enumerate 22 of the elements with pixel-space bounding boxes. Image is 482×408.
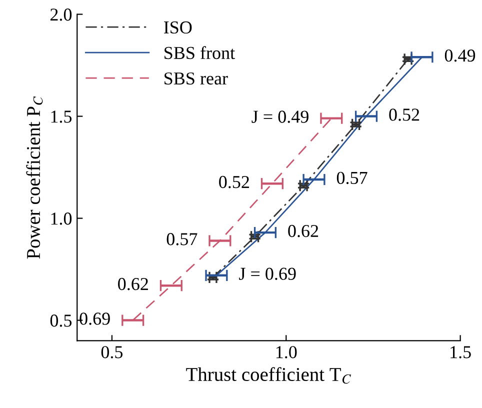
y-tick-label: 1.5	[51, 110, 72, 123]
annotation: 0.69	[80, 312, 110, 325]
annotation: 0.62	[288, 224, 318, 238]
legend-label: SBS rear	[164, 72, 228, 85]
y-axis-title: Power coefficient P$_{C}$	[26, 96, 43, 259]
legend-label: SBS front	[164, 46, 235, 60]
annotation: J = 0.49	[252, 110, 308, 123]
x-tick-label: 1.5	[450, 346, 471, 358]
annotation: 0.57	[166, 233, 198, 246]
y-tick-label: 2.0	[50, 8, 72, 21]
legend-label: ISO	[164, 21, 192, 34]
annotation: 0.57	[336, 172, 368, 184]
annotation: 0.62	[118, 278, 148, 290]
x-tick-label: 1.0	[276, 346, 297, 358]
annotation: 0.49	[444, 49, 476, 62]
y-tick-label: 0.5	[50, 314, 72, 327]
x-tick-label: 0.5	[101, 346, 123, 358]
annotation: J = 0.69	[239, 268, 296, 280]
y-tick-label: 1.0	[51, 212, 72, 225]
annotation: 0.52	[389, 108, 420, 121]
x-axis-title: Thrust coefficient T$_{C}$	[186, 367, 351, 384]
annotation: 0.52	[219, 176, 249, 188]
